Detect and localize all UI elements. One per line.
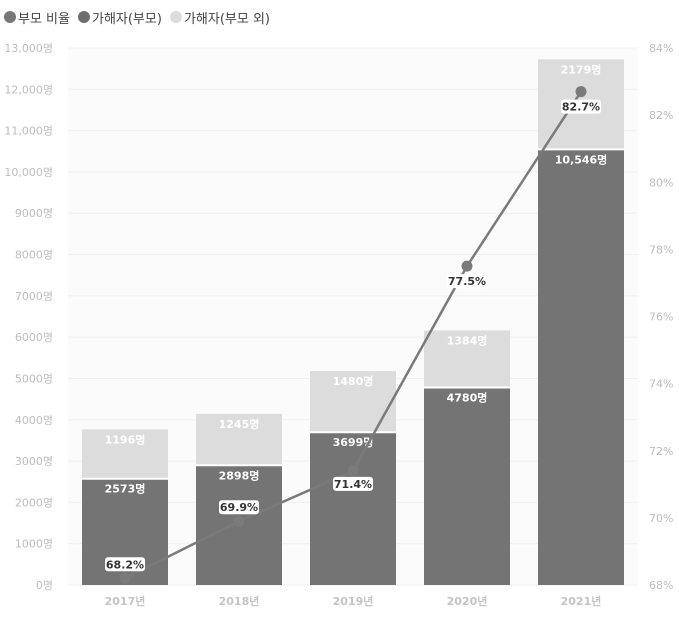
y-right-tick-label: 72% (649, 445, 673, 458)
legend-swatch-parent (77, 11, 90, 23)
legend-label-other: 가해자(부모 외) (183, 11, 270, 27)
bar-label-other: 1384명 (447, 333, 488, 347)
bar-label-parent: 3699명 (333, 435, 374, 449)
y-left-tick-label: 10,000명 (4, 166, 53, 179)
legend-swatch-ratio (4, 11, 16, 23)
ratio-point (575, 86, 587, 98)
x-tick-label: 2018년 (219, 594, 260, 608)
bar-label-other: 2179명 (561, 62, 602, 76)
ratio-point (347, 465, 359, 477)
y-left-tick-label: 2000명 (15, 496, 53, 509)
y-left-tick-label: 6000명 (15, 331, 53, 344)
ratio-label-bg (447, 274, 487, 289)
bar-segment-other (310, 371, 396, 433)
y-right-tick-label: 78% (649, 243, 673, 256)
y-right-tick-label: 70% (649, 512, 673, 525)
legend: 부모 비율 가해자(부모) 가해자(부모 외) (4, 7, 270, 27)
bar-label-other: 1245명 (219, 417, 260, 431)
x-tick-label: 2019년 (333, 594, 374, 608)
bar-label-parent: 4780명 (447, 391, 488, 405)
legend-item-ratio: 부모 비율 (4, 8, 70, 27)
y-left-tick-label: 1000명 (15, 538, 53, 551)
bar-label-parent: 2573명 (105, 482, 146, 496)
legend-item-parent: 가해자(부모) (77, 8, 162, 27)
x-tick-label: 2017년 (105, 594, 146, 608)
legend-swatch-other (169, 11, 182, 23)
y-left-tick-label: 8000명 (15, 249, 53, 262)
bar-segment-other (82, 429, 168, 479)
x-tick-label: 2020년 (447, 594, 488, 608)
bar-segment-parent (310, 432, 396, 585)
bar-label-parent: 2898명 (219, 468, 260, 482)
ratio-label-bg (105, 557, 145, 572)
ratio-point (461, 260, 473, 272)
y-left-tick-label: 11,000명 (4, 125, 53, 138)
y-left-tick-label: 13,000명 (4, 42, 53, 55)
ratio-point (233, 515, 245, 527)
y-right-tick-label: 76% (649, 311, 673, 324)
bar-label-other: 1480명 (333, 374, 374, 388)
y-left-tick-label: 5000명 (15, 372, 53, 385)
ratio-label: 69.9% (220, 501, 258, 514)
bar-segment-parent (538, 149, 624, 585)
ratio-label: 68.2% (106, 558, 144, 571)
legend-item-other: 가해자(부모 외) (169, 8, 270, 27)
bar-label-parent: 10,546명 (555, 152, 608, 166)
bar-segment-parent (424, 387, 510, 585)
y-left-tick-label: 12,000명 (4, 83, 53, 96)
x-tick-label: 2021년 (561, 594, 602, 608)
bar-segment-other (196, 413, 282, 466)
ratio-point (119, 572, 131, 584)
legend-label-parent: 가해자(부모) (91, 11, 162, 27)
y-left-tick-label: 4000명 (15, 414, 53, 427)
y-left-tick-label: 9000명 (15, 207, 53, 220)
y-right-tick-label: 80% (649, 176, 673, 189)
bar-segment-other (424, 330, 510, 388)
ratio-label: 71.4% (334, 478, 372, 491)
y-left-tick-label: 7000명 (15, 290, 53, 303)
ratio-label: 77.5% (448, 275, 486, 288)
y-right-tick-label: 82% (649, 109, 673, 122)
ratio-label-bg (561, 99, 601, 114)
y-right-tick-label: 74% (649, 378, 673, 391)
y-left-tick-label: 3000명 (15, 455, 53, 468)
y-right-tick-label: 84% (649, 42, 673, 55)
y-right-tick-label: 68% (649, 579, 673, 592)
ratio-label-bg (219, 500, 259, 515)
y-left-tick-label: 0명 (36, 579, 53, 592)
legend-label-ratio: 부모 비율 (18, 11, 70, 27)
ratio-label-bg (333, 476, 373, 491)
ratio-label: 82.7% (562, 101, 600, 114)
bar-label-other: 1196명 (105, 432, 146, 446)
